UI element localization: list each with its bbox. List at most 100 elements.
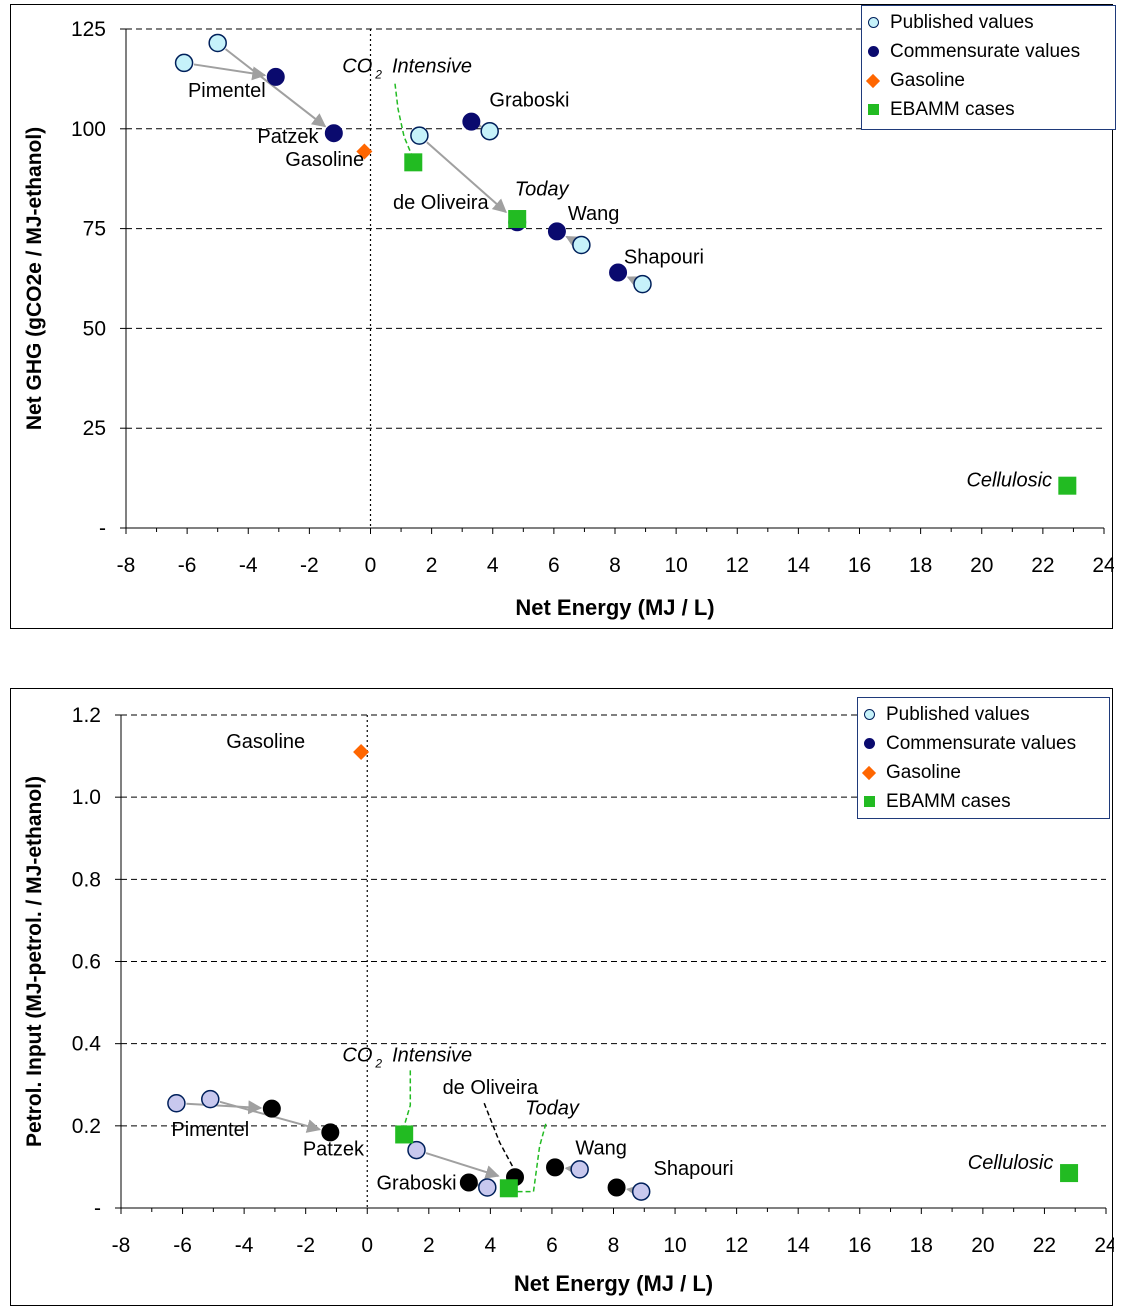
x-tick-label: 20 bbox=[970, 554, 993, 577]
x-tick-label: 8 bbox=[608, 1234, 620, 1257]
x-tick-label: 10 bbox=[663, 1234, 686, 1257]
commensurate-point bbox=[609, 263, 628, 282]
published-point bbox=[478, 1178, 497, 1197]
arrow bbox=[193, 63, 267, 81]
x-tick-label: 12 bbox=[725, 1234, 748, 1257]
y-tick-label: 25 bbox=[83, 417, 106, 440]
x-tick-label: 2 bbox=[423, 1234, 435, 1257]
y-tick-label: 75 bbox=[83, 218, 106, 241]
leader-line bbox=[403, 1070, 412, 1127]
ebamm-point bbox=[1060, 1164, 1079, 1183]
petrol-chart-legend: Published values Commensurate values Gas… bbox=[857, 697, 1110, 819]
published-point bbox=[201, 1089, 220, 1109]
point-label: Pimentel bbox=[171, 1119, 249, 1141]
legend-label-published: Published values bbox=[886, 703, 1030, 725]
x-tick-label: 6 bbox=[548, 554, 560, 577]
x-tick-label: -4 bbox=[239, 554, 258, 577]
x-axis-title: Net Energy (MJ / L) bbox=[514, 1271, 713, 1296]
x-tick-label: -8 bbox=[117, 554, 136, 577]
ebamm-point bbox=[404, 153, 423, 172]
point-label: Cellulosic bbox=[968, 1152, 1054, 1174]
published-point bbox=[174, 53, 194, 73]
open-circle-icon bbox=[868, 17, 879, 28]
leader-line bbox=[394, 83, 414, 159]
published-point bbox=[633, 274, 652, 294]
y-tick-label: 100 bbox=[71, 118, 106, 141]
ebamm-point bbox=[508, 210, 527, 229]
commensurate-point bbox=[607, 1178, 626, 1197]
ghg-chart-legend: Published values Commensurate values Gas… bbox=[861, 5, 1116, 130]
x-tick-label: 0 bbox=[361, 1234, 373, 1257]
y-tick-label: 1.0 bbox=[72, 786, 101, 809]
gasoline-point bbox=[353, 743, 370, 760]
x-tick-label: 4 bbox=[487, 554, 499, 577]
y-tick-label: 0.4 bbox=[72, 1033, 102, 1056]
legend-item-commensurate: Commensurate values bbox=[864, 729, 1103, 758]
point-label: Today bbox=[525, 1098, 580, 1120]
ghg-chart-panel: -25 50 75 100 125 -8 -6 -4 -2 0 2 4 6 8 10 12 14 16 18 20 22… bbox=[10, 4, 1116, 629]
square-icon bbox=[868, 104, 879, 115]
point-label: Gasoline bbox=[226, 731, 305, 753]
filled-circle-icon bbox=[868, 46, 879, 57]
legend-item-ebamm: EBAMM cases bbox=[868, 95, 1109, 124]
point-label: Today bbox=[515, 178, 570, 200]
co2-intensive-label: CO 2 Intensive bbox=[342, 1044, 472, 1070]
x-tick-label: 16 bbox=[848, 554, 871, 577]
co2-intensive-label: CO 2 Intensive bbox=[342, 56, 472, 82]
point-label: Graboski bbox=[376, 1173, 456, 1195]
legend-item-gasoline: Gasoline bbox=[861, 758, 1103, 787]
point-label: Shapouri bbox=[654, 1158, 734, 1180]
y-tick-label: - bbox=[94, 1197, 101, 1220]
commensurate-point bbox=[262, 1099, 281, 1118]
x-tick-label: 16 bbox=[848, 1234, 871, 1257]
published-point bbox=[208, 33, 227, 53]
x-tick-label: 14 bbox=[787, 554, 811, 577]
x-tick-label: -6 bbox=[173, 1234, 192, 1257]
filled-circle-icon bbox=[864, 738, 875, 749]
ebamm-point bbox=[1058, 476, 1077, 495]
legend-label-ebamm: EBAMM cases bbox=[890, 98, 1015, 120]
co2-base: CO bbox=[342, 56, 372, 78]
co2-word: Intensive bbox=[392, 56, 472, 78]
point-label: Shapouri bbox=[624, 247, 704, 269]
y-tick-label: 50 bbox=[83, 317, 106, 340]
x-tick-label: -2 bbox=[296, 1234, 315, 1257]
petrol-chart: -0.20.40.60.81.01.2-8 -6 -4 -2 0 2 4 6 8 10 12 14 16… bbox=[23, 704, 1114, 1296]
x-tick-label: 20 bbox=[971, 1234, 994, 1257]
x-tick-label: 24 bbox=[1092, 554, 1114, 577]
ebamm-point bbox=[499, 1179, 518, 1198]
legend-item-commensurate: Commensurate values bbox=[868, 37, 1109, 66]
published-point bbox=[631, 1182, 651, 1201]
y-tick-label: 0.2 bbox=[72, 1115, 101, 1138]
commensurate-point bbox=[462, 112, 481, 131]
commensurate-point bbox=[266, 67, 285, 86]
x-tick-label: 22 bbox=[1031, 554, 1054, 577]
point-label: Gasoline bbox=[285, 149, 364, 171]
x-tick-label: 10 bbox=[664, 554, 687, 577]
published-point bbox=[167, 1093, 186, 1113]
arrow bbox=[186, 1100, 263, 1115]
x-tick-label: 12 bbox=[726, 554, 749, 577]
open-circle-icon bbox=[864, 709, 875, 720]
leader-line bbox=[483, 1102, 516, 1172]
y-tick-label: 125 bbox=[71, 18, 106, 41]
legend-item-published: Published values bbox=[868, 8, 1109, 37]
commensurate-point bbox=[547, 222, 566, 241]
diamond-icon bbox=[861, 765, 877, 780]
published-point bbox=[480, 121, 499, 141]
arrow bbox=[426, 141, 507, 214]
x-axis-title: Net Energy (MJ / L) bbox=[515, 595, 714, 620]
co2-subscript: 2 bbox=[374, 68, 382, 82]
point-label: de Oliveira bbox=[443, 1077, 539, 1099]
legend-label-ebamm: EBAMM cases bbox=[886, 790, 1011, 812]
y-tick-label: 0.8 bbox=[72, 868, 101, 891]
y-tick-label: - bbox=[99, 517, 106, 540]
x-tick-label: 22 bbox=[1033, 1234, 1056, 1257]
co2-base: CO bbox=[342, 1044, 372, 1066]
square-icon bbox=[864, 796, 875, 807]
y-tick-label: 0.6 bbox=[72, 951, 101, 974]
arrow bbox=[425, 1152, 500, 1179]
gasoline-point bbox=[356, 143, 373, 160]
arrow bbox=[626, 1184, 642, 1199]
